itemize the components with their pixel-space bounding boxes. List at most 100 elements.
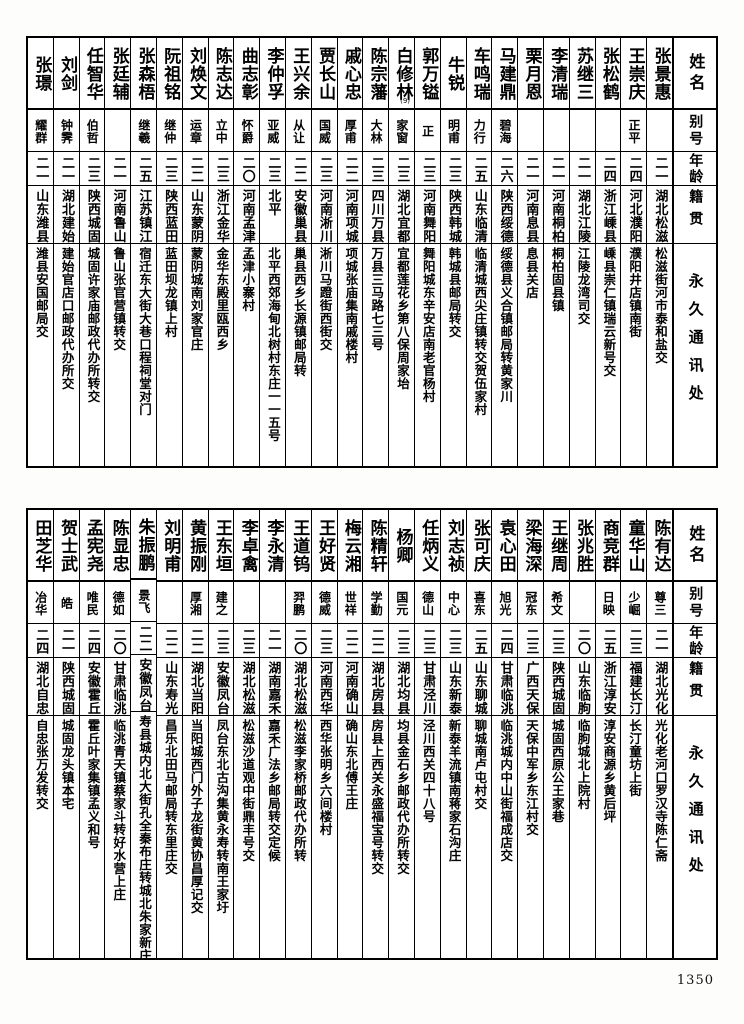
person-alias-text: 立中 xyxy=(214,118,229,144)
page-number: 1350 xyxy=(676,973,714,988)
person-address: 临洮青天镇蔡家斗转好水营上庄 xyxy=(105,716,130,958)
person-address: 潍县安国邮局交 xyxy=(28,244,53,466)
person-age: 二二 xyxy=(337,152,363,186)
person-address-text: 淳安商源乡黄后坪 xyxy=(601,719,617,823)
person-name-text: 张兆胜 xyxy=(573,518,594,573)
person-age: 二三 xyxy=(389,624,415,658)
person-alias-text: 厚湘 xyxy=(188,590,203,616)
person-age-text: 二三 xyxy=(445,627,461,655)
row-header-address-text: 永久通讯处 xyxy=(686,273,705,413)
person-address: 宿迁东大街大巷口程祠堂对门 xyxy=(131,244,156,466)
person-address-text: 凤台东北古沟集黄永寿转南王家圩 xyxy=(214,719,230,914)
person-column: 张松鹤 二四 浙江嵊县 嵊县崇仁镇瑞云新号交 xyxy=(594,38,621,466)
person-origin: 四川万县 xyxy=(363,186,389,244)
person-alias: 耀群 xyxy=(28,110,53,152)
person-alias: 明甫 xyxy=(440,110,466,152)
person-address: 松滋沙道观中街鼎丰号交 xyxy=(234,716,259,958)
person-address-text: 潍县安国邮局交 xyxy=(33,247,49,338)
person-age-text: 二三 xyxy=(317,627,332,655)
person-alias-text: 冶华 xyxy=(33,590,48,616)
person-origin: 山东新泰 xyxy=(440,658,466,716)
person-address: 项城张庙集南戚楼村 xyxy=(338,244,363,466)
row-header-name-text: 姓名 xyxy=(686,52,706,95)
row-header-column: 姓名 别号 年龄 籍贯 永久通讯处 xyxy=(672,38,716,466)
person-age: 二〇 xyxy=(286,624,311,658)
person-name: 张松鹤 xyxy=(595,38,621,110)
person-column: 刘志祯 中心 二三 山东新泰 新泰羊流镇南蒋家石沟庄 xyxy=(439,510,466,958)
person-age-text: 二一 xyxy=(265,627,281,655)
person-name: 张璟 xyxy=(28,38,53,110)
person-age-text: 二二 xyxy=(342,155,358,183)
person-name: 李仲孚 xyxy=(260,38,286,110)
person-age-text: 二一 xyxy=(652,627,668,655)
person-age: 二五 xyxy=(595,624,621,658)
person-origin-text: 甘肃临洮 xyxy=(110,661,126,715)
person-name: 陈宗藩 xyxy=(363,38,389,110)
person-age-text: 二三 xyxy=(420,627,436,655)
person-column: 杨卿 国元 二三 湖北均县 均县金石乡邮政代办所转交 xyxy=(388,510,415,958)
person-address: 金华东殿里瓯西乡 xyxy=(209,244,234,466)
row-header-age: 年龄 xyxy=(674,152,716,186)
person-name-text: 张森梧 xyxy=(134,46,155,101)
person-column: 刘焕文 运章 二二 山东蒙阴 蒙阴城南刘家官庄 xyxy=(181,38,208,466)
person-address: 巢县西乡长源镇邮局转 xyxy=(286,244,311,466)
person-alias-text: 羿鹏 xyxy=(291,590,306,616)
person-alias: 旭光 xyxy=(492,582,518,624)
person-origin-text: 四川万县 xyxy=(368,189,384,243)
person-age: 二二 xyxy=(363,624,389,658)
person-age-text: 二二 xyxy=(136,624,152,652)
person-address-text: 桐柏固县镇 xyxy=(549,247,565,312)
row-header-age-text: 年龄 xyxy=(687,625,704,657)
person-alias: 国元 xyxy=(389,582,415,624)
person-address-text: 嵊县崇仁镇瑞云新号交 xyxy=(601,247,617,377)
person-name-text: 黄振刚 xyxy=(186,518,207,573)
person-address-text: 濮阳井店镇南街 xyxy=(627,247,643,338)
person-age: 二五 xyxy=(131,152,157,186)
person-column: 郭万镒正二三 河南舞阳 舞阳城东辛安店南老官杨村 xyxy=(414,38,440,466)
person-age-text: 二〇 xyxy=(291,627,307,655)
person-name-text: 郭万镒 xyxy=(418,46,439,101)
person-name: 陈显忠 xyxy=(105,510,131,582)
person-origin: 山东潍县 xyxy=(28,186,53,244)
person-address: 凤台东北古沟集黄永寿转南王家圩 xyxy=(209,716,234,958)
person-column: 田芝华 冶华 二四 湖北自忠 自忠张万发转交 xyxy=(28,510,53,958)
person-origin: 河南孟津 xyxy=(234,186,260,244)
person-origin-text: 陕西绥德 xyxy=(497,189,513,243)
person-name: 朱振鹏 xyxy=(131,510,157,581)
person-column: 张廷辅 二一 河南鲁山 鲁山张官营镇转交 xyxy=(104,38,131,466)
person-origin: 江苏镇江 xyxy=(131,186,157,244)
person-age-text: 二五 xyxy=(600,627,616,655)
person-alias-text: 德如 xyxy=(111,590,126,616)
person-address: 绥德县义合镇邮局转黄家川 xyxy=(492,244,517,466)
person-name: 马建鼎 xyxy=(492,38,518,110)
person-alias: 德山 xyxy=(415,582,440,624)
person-address-text: 松滋沙道观中街鼎丰号交 xyxy=(240,719,256,862)
person-column: 王崇庆 正平 二四 河北濮阳 濮阳井店镇南街 xyxy=(620,38,647,466)
row-header-origin: 籍贯 xyxy=(674,186,716,244)
person-origin-text: 陕西城固 xyxy=(59,661,75,715)
person-origin-text: 广西天保 xyxy=(523,661,539,715)
row-header-origin: 籍贯 xyxy=(674,658,716,716)
person-address-text: 嘉禾广法乡邮局转交定候 xyxy=(266,719,282,862)
person-age-text: 二三 xyxy=(317,155,332,183)
person-origin: 湖北建始 xyxy=(53,186,79,244)
person-name: 陈精轩 xyxy=(363,510,389,582)
person-age: 二二 xyxy=(157,624,182,658)
person-age: 二三 xyxy=(440,624,466,658)
person-origin: 陕西城固 xyxy=(79,186,105,244)
person-age-text: 二一 xyxy=(59,627,75,655)
person-alias-text: 运章 xyxy=(188,118,203,144)
person-age: 二一 xyxy=(544,152,569,186)
person-origin: 广西天保 xyxy=(518,658,544,716)
person-name-text: 张廷辅 xyxy=(108,46,129,101)
footnote-marker: (9) xyxy=(400,97,411,105)
person-name: 车鸣瑞 xyxy=(466,38,492,110)
person-name-text: 陈有达 xyxy=(650,518,671,573)
person-origin: 湖南嘉禾 xyxy=(260,658,286,716)
person-address: 房县上西关永盛福宝号转交 xyxy=(363,716,388,958)
person-address: 桐柏固县镇 xyxy=(544,244,569,466)
person-name-text: 白修林 xyxy=(392,46,413,101)
row-header-address-text: 永久通讯处 xyxy=(686,745,705,885)
person-name-text: 任炳义 xyxy=(418,518,439,573)
person-alias-text: 继仲 xyxy=(162,118,177,144)
